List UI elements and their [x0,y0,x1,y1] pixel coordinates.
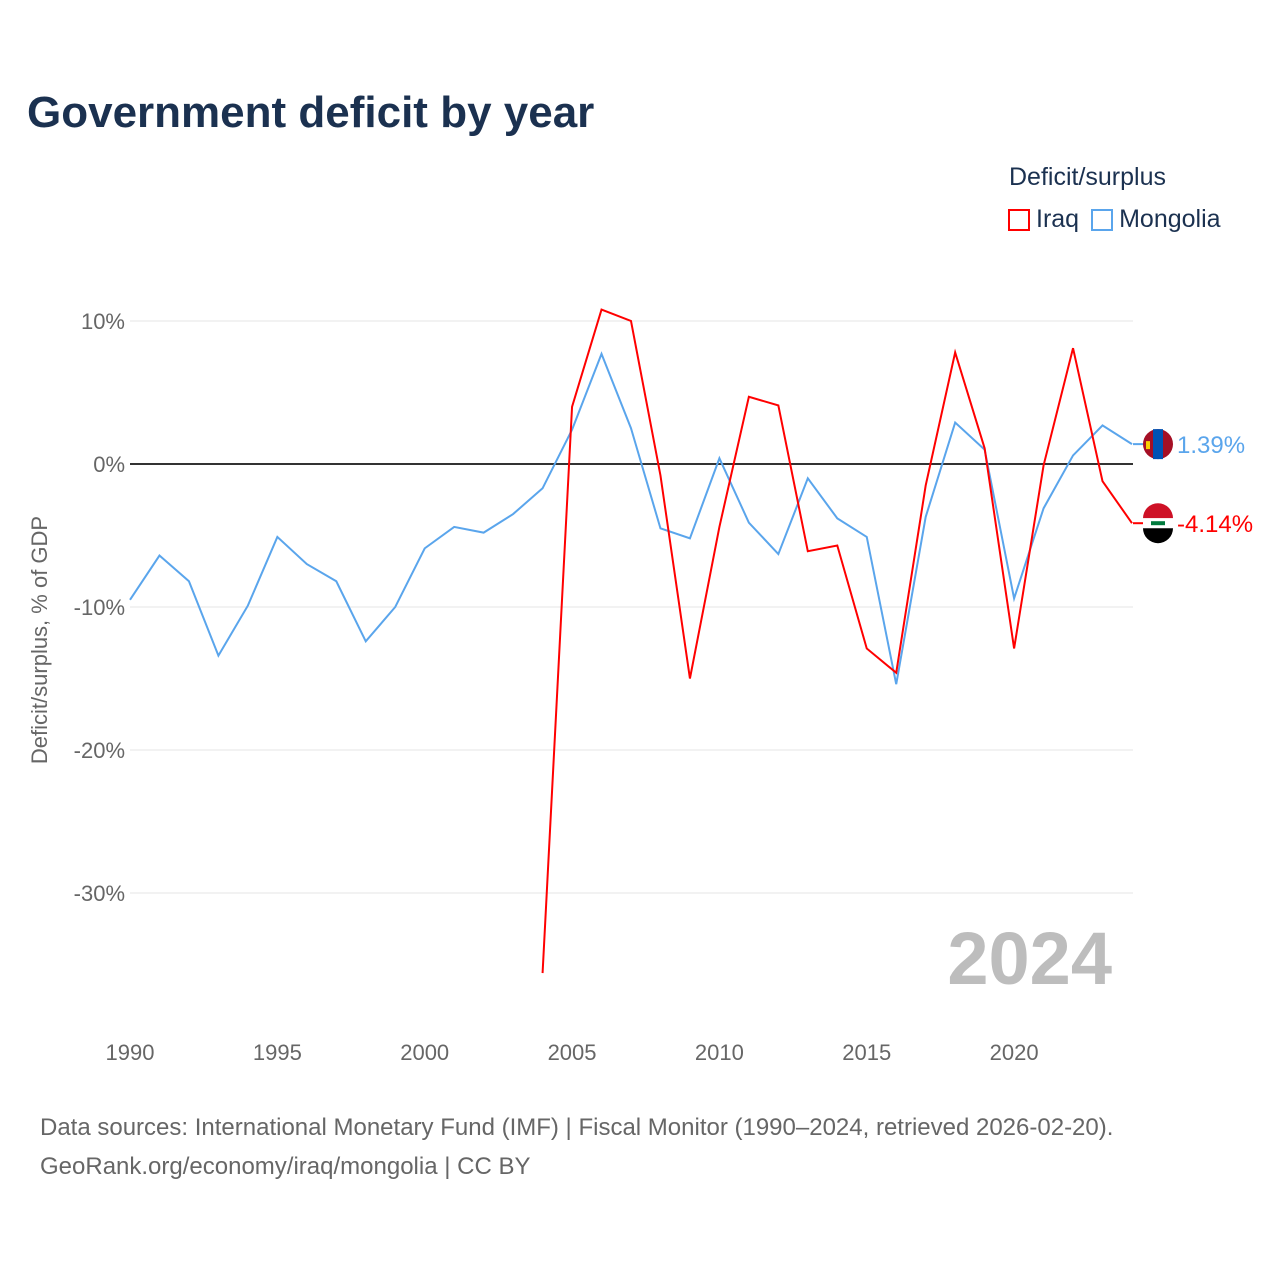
mongolia-flag-icon [1153,429,1163,460]
y-tick-label: -20% [74,738,125,763]
legend-item-mongolia[interactable]: Mongolia [1091,205,1221,234]
x-tick-label: 1995 [253,1040,302,1065]
legend-swatch-iraq [1008,208,1030,231]
legend-label-iraq: Iraq [1036,205,1080,233]
legend-title: Deficit/surplus [1009,163,1166,191]
x-tick-label: 2000 [400,1040,449,1065]
attribution-link[interactable]: GeoRank.org/economy/iraq/mongolia | CC B… [40,1153,531,1180]
y-tick-label: -30% [74,881,125,906]
y-tick-label: -10% [74,595,125,620]
legend-item-iraq[interactable]: Iraq [1008,205,1079,234]
y-axis-label: Deficit/surplus, % of GDP [27,516,52,764]
year-watermark: 2024 [947,917,1112,1000]
iraq-flag-icon [1143,528,1173,544]
chart-title: Government deficit by year [27,88,595,137]
iraq-flag-icon [1143,503,1173,519]
footer: Data sources: International Monetary Fun… [40,1108,1113,1186]
x-tick-label: 2020 [990,1040,1039,1065]
source-text: Data sources: International Monetary Fun… [40,1114,1114,1141]
end-value-label-iraq: -4.14% [1177,511,1253,538]
end-value-label-mongolia: 1.39% [1177,432,1245,459]
x-tick-label: 1990 [106,1040,155,1065]
mongolia-flag-icon [1146,441,1150,450]
series-line-iraq [541,308,1133,974]
x-tick-label: 2005 [548,1040,597,1065]
legend-label-mongolia: Mongolia [1119,205,1221,233]
x-tick-label: 2015 [842,1040,891,1065]
legend-swatch-mongolia [1091,208,1114,231]
iraq-flag-icon [1151,521,1165,526]
legend: Iraq Mongolia [1008,205,1221,234]
y-tick-label: 0% [93,452,125,477]
y-tick-label: 10% [81,309,125,334]
series-line-mongolia [129,351,1133,685]
x-tick-label: 2010 [695,1040,744,1065]
